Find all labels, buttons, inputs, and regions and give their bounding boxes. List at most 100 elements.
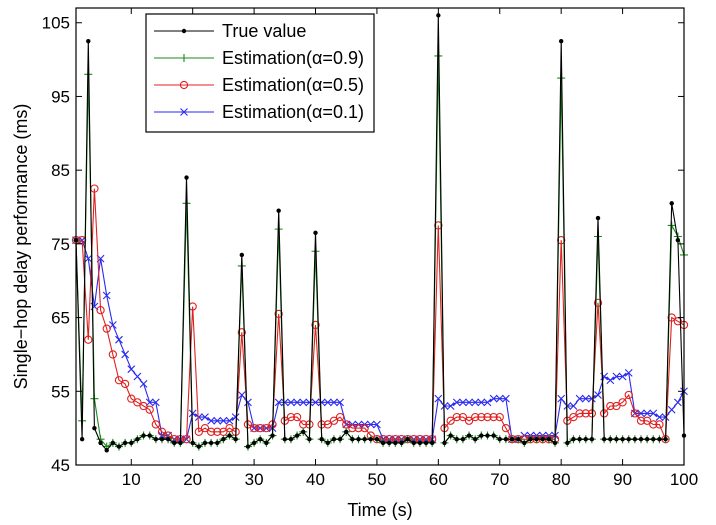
data-point bbox=[96, 306, 105, 315]
data-point bbox=[434, 394, 443, 403]
data-point bbox=[344, 429, 349, 435]
x-tick-label: 50 bbox=[367, 470, 386, 489]
data-point bbox=[237, 391, 246, 399]
y-tick-label: 105 bbox=[42, 14, 70, 33]
data-point bbox=[569, 412, 578, 422]
y-tick-label: 85 bbox=[51, 161, 70, 180]
data-point bbox=[330, 398, 338, 407]
data-point bbox=[108, 350, 117, 359]
data-point bbox=[479, 433, 484, 438]
data-point bbox=[577, 437, 582, 442]
legend-item: Estimation(α=0.5) bbox=[154, 75, 364, 95]
data-point bbox=[233, 437, 238, 442]
data-point bbox=[135, 437, 140, 442]
data-point bbox=[178, 440, 183, 446]
data-point bbox=[196, 444, 202, 449]
data-point bbox=[98, 440, 103, 446]
data-point bbox=[243, 420, 253, 429]
data-point bbox=[227, 433, 232, 438]
legend: True value Estimation(α=0.9) Estimation(α=… bbox=[145, 13, 375, 133]
data-point bbox=[274, 309, 283, 319]
data-point bbox=[471, 412, 480, 422]
ticks-layer: 10 20 30 40 50 60 70 80 90 100 45 55 65 75 85 95 105 bbox=[42, 8, 698, 489]
data-point bbox=[618, 398, 627, 407]
data-point bbox=[446, 416, 455, 425]
data-point bbox=[86, 38, 91, 44]
data-point bbox=[663, 437, 668, 442]
data-point bbox=[239, 252, 245, 258]
data-point bbox=[270, 433, 275, 438]
data-point bbox=[460, 437, 466, 442]
data-point bbox=[335, 412, 345, 422]
data-point bbox=[207, 416, 215, 425]
data-point bbox=[581, 394, 590, 403]
data-point bbox=[673, 317, 683, 326]
data-point bbox=[465, 398, 473, 407]
data-point bbox=[354, 423, 363, 433]
data-point bbox=[231, 413, 240, 421]
data-point bbox=[434, 221, 443, 230]
x-tick-label: 30 bbox=[245, 470, 264, 489]
series-line bbox=[75, 15, 685, 452]
data-point bbox=[558, 38, 564, 44]
x-tick-label: 60 bbox=[429, 470, 448, 489]
data-point bbox=[153, 437, 159, 442]
data-point bbox=[477, 412, 486, 422]
x-tick-label: 10 bbox=[122, 470, 141, 489]
data-point bbox=[626, 437, 631, 442]
data-point bbox=[644, 437, 650, 442]
data-point bbox=[323, 398, 332, 407]
data-point bbox=[348, 423, 357, 433]
legend-label: True value bbox=[222, 21, 306, 41]
data-point bbox=[601, 437, 607, 442]
data-point bbox=[194, 413, 203, 421]
data-point bbox=[251, 440, 257, 446]
data-point bbox=[133, 372, 142, 381]
data-point bbox=[636, 416, 646, 425]
data-point bbox=[244, 398, 252, 407]
data-point bbox=[399, 440, 404, 446]
data-point bbox=[387, 440, 392, 446]
data-point bbox=[307, 437, 312, 442]
data-point bbox=[256, 423, 265, 433]
data-point bbox=[147, 433, 152, 438]
data-point bbox=[503, 437, 509, 442]
data-point bbox=[116, 444, 122, 449]
data-point bbox=[237, 328, 246, 337]
data-point bbox=[79, 437, 85, 442]
data-point bbox=[114, 376, 124, 385]
legend-item: Estimation(α=0.9) bbox=[154, 48, 364, 68]
data-point bbox=[552, 440, 558, 446]
data-point bbox=[661, 413, 670, 421]
data-point bbox=[459, 398, 467, 407]
data-point bbox=[276, 208, 281, 213]
data-point bbox=[483, 398, 492, 407]
data-point bbox=[608, 437, 613, 442]
data-point bbox=[657, 437, 662, 442]
legend-item: True value bbox=[154, 21, 306, 41]
data-point bbox=[502, 394, 510, 403]
data-point bbox=[208, 440, 214, 446]
plot-frame bbox=[75, 7, 685, 466]
data-point bbox=[292, 412, 302, 422]
data-point bbox=[221, 437, 226, 442]
x-tick-label: 40 bbox=[306, 470, 325, 489]
series-0 bbox=[73, 13, 687, 453]
data-point bbox=[675, 237, 681, 243]
data-point bbox=[336, 398, 344, 407]
data-point bbox=[430, 440, 435, 446]
data-point bbox=[436, 13, 441, 18]
data-point bbox=[477, 398, 486, 407]
data-point bbox=[587, 409, 597, 418]
data-point bbox=[245, 444, 251, 449]
data-point bbox=[581, 409, 590, 418]
data-point bbox=[411, 440, 416, 446]
data-point bbox=[466, 433, 472, 438]
data-point bbox=[452, 412, 461, 422]
data-point bbox=[575, 409, 584, 418]
data-point bbox=[606, 376, 615, 385]
data-point bbox=[262, 423, 271, 433]
legend-marker bbox=[180, 54, 188, 62]
x-tick-label: 80 bbox=[552, 470, 571, 489]
